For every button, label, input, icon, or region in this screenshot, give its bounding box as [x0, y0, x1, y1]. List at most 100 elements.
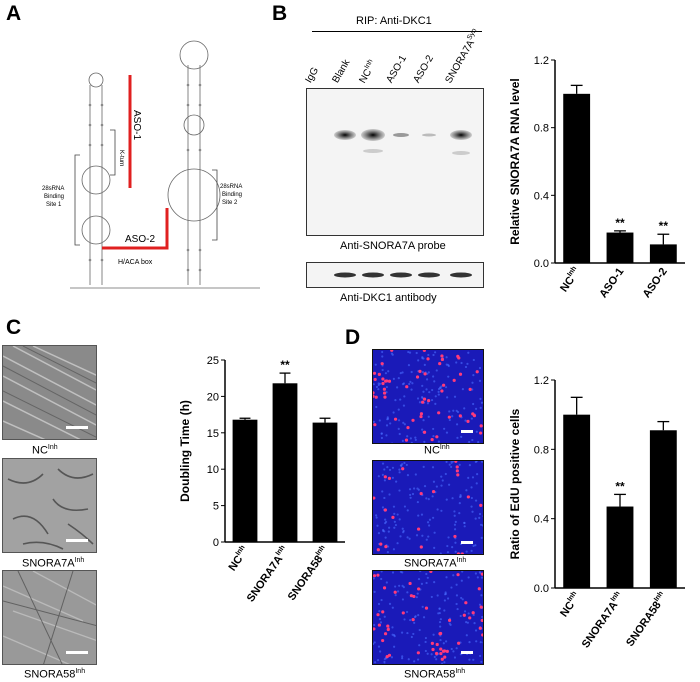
- nucleus-dot: [454, 520, 457, 523]
- nucleus-dot: [446, 551, 450, 554]
- panel-label-b: B: [272, 2, 288, 25]
- edu-positive-dot: [405, 385, 409, 389]
- x-tick-label-sup: Inh: [610, 590, 622, 603]
- nucleus-dot: [421, 428, 424, 431]
- edu-positive-dot: [453, 534, 457, 539]
- edu-positive-dot: [460, 552, 464, 554]
- nucleus-dot: [445, 356, 448, 359]
- nucleus-dot: [454, 550, 457, 553]
- nucleus-dot: [426, 652, 429, 655]
- nucleus-dot: [403, 461, 406, 465]
- nucleus-dot: [406, 435, 409, 438]
- nucleus-dot: [380, 571, 383, 573]
- nucleus-dot: [432, 516, 435, 519]
- nucleus-dot: [437, 393, 440, 396]
- nucleus-dot: [391, 442, 393, 443]
- western-blot-image: [306, 262, 484, 288]
- edu-positive-dot: [377, 372, 381, 376]
- nucleus-dot: [452, 650, 455, 653]
- caption-d-snora58: SNORA58Inh: [404, 668, 466, 681]
- nucleus-dot: [421, 605, 424, 608]
- edu-positive-dot: [379, 542, 383, 546]
- significance-marker: **: [615, 216, 625, 230]
- nucleus-dot: [402, 421, 405, 424]
- nucleus-dot: [420, 513, 424, 516]
- lane-label-blank: Blank: [330, 57, 353, 85]
- nucleus-dot: [453, 528, 457, 531]
- nucleus-dot: [450, 465, 453, 469]
- edu-positive-dot: [452, 378, 456, 382]
- edu-positive-dot: [455, 469, 459, 473]
- nucleus-dot: [435, 369, 438, 372]
- nucleus-dot: [480, 594, 483, 597]
- nucleus-dot: [401, 598, 405, 601]
- caption-d-snora7a: SNORA7AInh: [404, 557, 467, 570]
- x-tick-label-sup: Inh: [566, 265, 578, 278]
- nucleus-dot: [478, 512, 482, 516]
- x-tick-label-sup: Inh: [653, 590, 665, 603]
- nucleus-dot: [391, 466, 395, 469]
- y-tick-label: 15: [207, 428, 219, 440]
- nucleus-dot: [425, 442, 426, 443]
- nucleus-dot: [440, 484, 443, 487]
- nucleus-dot: [430, 595, 433, 599]
- nucleus-dot: [432, 480, 436, 483]
- scale-bar: [461, 651, 473, 654]
- nucleus-dot: [401, 463, 404, 466]
- nucleus-dot: [432, 375, 435, 378]
- nucleus-dot: [433, 546, 436, 549]
- edu-positive-dot: [406, 426, 410, 430]
- nucleus-dot: [476, 576, 479, 579]
- edu-positive-dot: [454, 461, 458, 463]
- nucleus-dot: [433, 380, 436, 383]
- caption-c-snora7a: SNORA7AInh: [22, 557, 85, 570]
- nucleus-dot: [416, 592, 419, 595]
- nucleus-dot: [445, 461, 448, 464]
- nucleus-dot: [401, 527, 404, 530]
- nucleus-dot: [398, 489, 401, 492]
- nucleus-dot: [439, 552, 442, 554]
- nucleus-dot: [421, 384, 424, 387]
- nucleus-dot: [401, 655, 404, 658]
- edu-positive-dot: [483, 648, 484, 651]
- edu-positive-dot: [422, 397, 427, 401]
- nucleus-dot: [428, 524, 431, 527]
- edu-positive-dot: [387, 653, 392, 657]
- nucleus-dot: [438, 607, 441, 610]
- x-tick-label-aso-2: ASO-2: [641, 266, 670, 300]
- edu-positive-dot: [380, 362, 384, 366]
- nucleus-dot: [472, 544, 475, 548]
- site2-line1: 28sRNA: [220, 184, 242, 190]
- nucleus-dot: [422, 616, 426, 619]
- nucleus-dot: [433, 581, 436, 584]
- edu-positive-dot: [426, 357, 430, 361]
- nucleus-dot: [475, 430, 478, 433]
- edu-positive-dot: [427, 398, 431, 403]
- nucleus-dot: [381, 355, 384, 358]
- nucleus-dot: [481, 524, 483, 527]
- edu-positive-dot: [401, 611, 405, 615]
- nucleus-dot: [438, 611, 441, 615]
- edu-positive-dot: [431, 647, 435, 652]
- nucleus-dot: [479, 641, 482, 644]
- y-tick-label: 0: [213, 537, 219, 549]
- nucleus-dot: [470, 496, 473, 500]
- edu-positive-dot: [437, 411, 441, 415]
- nucleus-dot: [378, 618, 382, 621]
- nucleus-dot: [451, 546, 454, 549]
- aso2-red-line: [102, 208, 169, 250]
- panel-label-c: C: [6, 316, 22, 339]
- nucleus-dot: [403, 618, 406, 621]
- nucleus-dot: [432, 633, 435, 636]
- edu-positive-dot: [391, 515, 395, 519]
- nucleus-dot: [435, 658, 438, 661]
- edu-positive-dot: [381, 638, 385, 643]
- nucleus-dot: [448, 463, 451, 466]
- bar-nc: [232, 419, 258, 542]
- nucleus-dot: [377, 383, 380, 387]
- nucleus-dot: [406, 591, 409, 594]
- nucleus-dot: [393, 512, 396, 515]
- nucleus-dot: [397, 419, 401, 422]
- nucleus-dot: [402, 531, 405, 534]
- nucleus-dot: [441, 662, 444, 664]
